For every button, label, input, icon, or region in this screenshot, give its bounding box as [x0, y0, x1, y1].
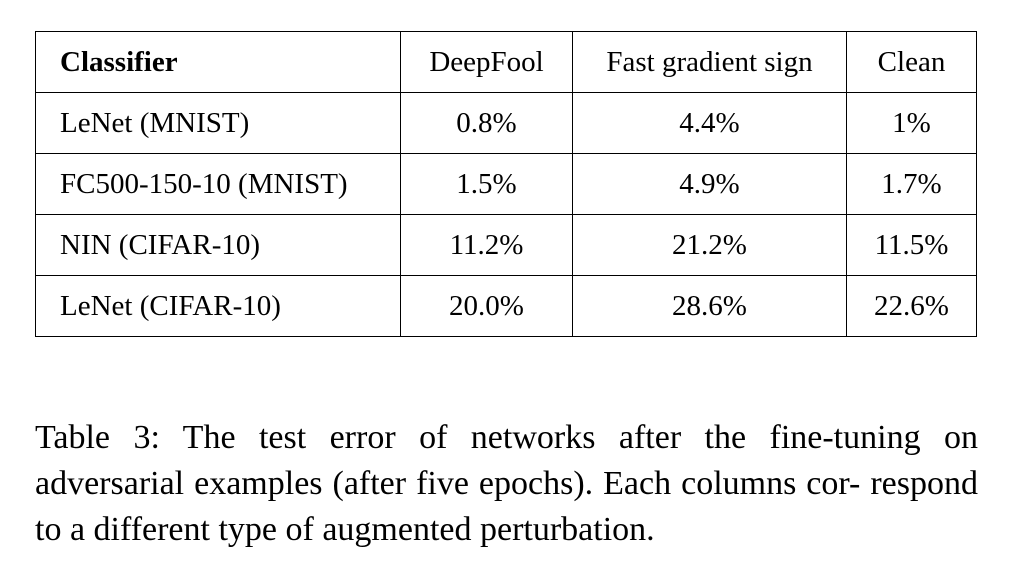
clean-cell: 22.6%: [846, 275, 977, 337]
results-table: Classifier DeepFool Fast gradient sign C…: [35, 31, 977, 337]
fast-gradient-sign-cell: 4.9%: [572, 153, 847, 215]
header-row: Classifier DeepFool Fast gradient sign C…: [35, 31, 977, 93]
header-deepfool: DeepFool: [400, 31, 573, 93]
table-row: LeNet (CIFAR-10) 20.0% 28.6% 22.6%: [35, 275, 977, 337]
fast-gradient-sign-cell: 4.4%: [572, 92, 847, 154]
deepfool-cell: 0.8%: [400, 92, 573, 154]
fast-gradient-sign-cell: 21.2%: [572, 214, 847, 276]
classifier-cell: LeNet (MNIST): [35, 92, 401, 154]
deepfool-cell: 20.0%: [400, 275, 573, 337]
caption-line: Table 3: The test error of networks afte…: [35, 419, 978, 456]
clean-cell: 11.5%: [846, 214, 977, 276]
table-row: FC500-150-10 (MNIST) 1.5% 4.9% 1.7%: [35, 153, 977, 215]
table-caption: Table 3: The test error of networks afte…: [35, 415, 978, 553]
deepfool-cell: 1.5%: [400, 153, 573, 215]
header-fast-gradient-sign: Fast gradient sign: [572, 31, 847, 93]
classifier-cell: NIN (CIFAR-10): [35, 214, 401, 276]
table-row: NIN (CIFAR-10) 11.2% 21.2% 11.5%: [35, 214, 977, 276]
fast-gradient-sign-cell: 28.6%: [572, 275, 847, 337]
clean-cell: 1%: [846, 92, 977, 154]
header-classifier: Classifier: [35, 31, 401, 93]
caption-line: respond to a different type of augmented…: [35, 465, 979, 548]
caption-line: adversarial examples (after five epochs)…: [35, 465, 861, 502]
table-row: LeNet (MNIST) 0.8% 4.4% 1%: [35, 92, 977, 154]
deepfool-cell: 11.2%: [400, 214, 573, 276]
clean-cell: 1.7%: [846, 153, 977, 215]
header-clean: Clean: [846, 31, 977, 93]
classifier-cell: LeNet (CIFAR-10): [35, 275, 401, 337]
classifier-cell: FC500-150-10 (MNIST): [35, 153, 401, 215]
